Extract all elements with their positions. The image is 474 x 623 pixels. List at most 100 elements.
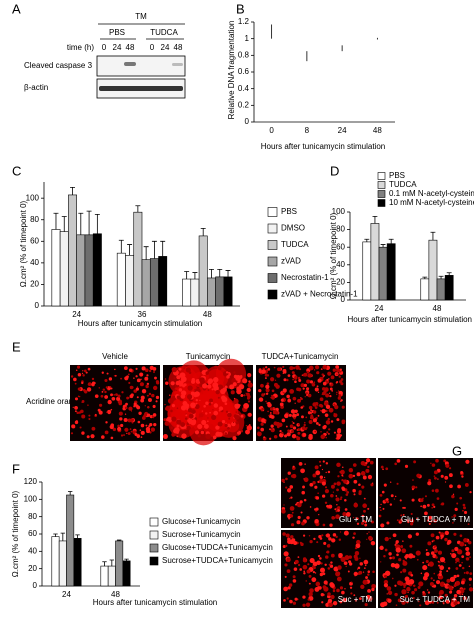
- cell: [318, 513, 320, 516]
- cell: [188, 413, 194, 419]
- cell: [140, 398, 145, 403]
- cell: [285, 486, 288, 489]
- cell: [292, 579, 297, 583]
- cell: [126, 432, 128, 435]
- cell: [451, 494, 455, 499]
- cell: [88, 414, 91, 417]
- cell: [209, 398, 213, 403]
- image-label: Suc + TUDCA + TM: [400, 595, 471, 604]
- cell: [395, 604, 398, 607]
- cell: [404, 555, 408, 559]
- cell: [437, 478, 439, 480]
- cell: [328, 392, 331, 394]
- error-bar: [124, 558, 129, 561]
- cell: [221, 395, 226, 401]
- cell: [316, 541, 319, 544]
- cell: [399, 518, 403, 523]
- x-tick-label: 8: [305, 126, 310, 135]
- cell: [121, 391, 124, 394]
- panel-label: D: [330, 163, 339, 178]
- cell: [148, 425, 151, 428]
- error-bar: [143, 246, 149, 260]
- cell: [345, 493, 349, 496]
- cell: [436, 497, 440, 500]
- cell: [196, 405, 200, 409]
- cell: [300, 542, 304, 547]
- cell: [271, 395, 275, 400]
- cell: [171, 416, 177, 422]
- cell: [75, 369, 78, 371]
- cell: [314, 365, 320, 370]
- cell: [287, 537, 291, 541]
- cell: [127, 418, 132, 423]
- cell: [206, 420, 209, 423]
- cell: [287, 398, 292, 403]
- bar: [66, 494, 75, 587]
- cell: [248, 423, 251, 426]
- cell: [328, 602, 333, 608]
- cell: [433, 470, 438, 475]
- cell: [341, 590, 345, 595]
- cell: [267, 368, 271, 371]
- cell: [404, 594, 409, 599]
- cell: [263, 436, 266, 439]
- cell: [319, 464, 322, 467]
- cell: [130, 430, 133, 433]
- cell: [446, 570, 449, 573]
- cell: [201, 419, 207, 425]
- cell: [224, 432, 228, 435]
- cell: [439, 565, 445, 571]
- cell: [365, 461, 368, 465]
- cell: [312, 481, 316, 485]
- cell: [424, 495, 427, 498]
- error-bar: [184, 271, 190, 280]
- cell: [335, 514, 340, 520]
- cell: [164, 378, 167, 380]
- cell: [321, 601, 324, 604]
- cell: [314, 387, 319, 392]
- x-tick-label: 0: [269, 126, 274, 135]
- cell: [424, 600, 430, 606]
- cell: [203, 404, 206, 408]
- cell: [318, 460, 322, 463]
- cell: [180, 422, 186, 428]
- cell: [337, 565, 342, 570]
- cell: [348, 560, 352, 564]
- error-bar: [208, 268, 214, 278]
- cell: [118, 411, 123, 416]
- cell: [124, 413, 127, 415]
- cell: [434, 549, 438, 553]
- cell: [315, 496, 320, 500]
- cell: [292, 422, 295, 425]
- cell: [129, 428, 132, 431]
- cell: [469, 572, 473, 575]
- cell: [283, 504, 285, 506]
- cell: [140, 430, 145, 435]
- cell: [358, 490, 362, 494]
- cell: [145, 426, 151, 432]
- cell: [353, 554, 358, 559]
- cell: [384, 548, 388, 552]
- cell: [309, 588, 314, 593]
- cell: [78, 373, 80, 375]
- cell: [123, 366, 128, 371]
- cell: [451, 552, 457, 559]
- cell: [102, 388, 106, 391]
- cell: [353, 502, 359, 508]
- cell: [305, 580, 307, 582]
- cell: [323, 586, 329, 592]
- cell: [330, 594, 335, 600]
- cell: [452, 521, 454, 524]
- cell: [382, 601, 388, 607]
- bar: [223, 276, 233, 307]
- cell: [389, 481, 392, 483]
- legend-swatch: [377, 199, 386, 207]
- legend-swatch: [267, 207, 278, 217]
- bar: [370, 223, 380, 301]
- cell: [321, 534, 324, 537]
- cell: [338, 394, 342, 397]
- cell: [330, 553, 335, 558]
- cell: [207, 384, 212, 389]
- cell: [333, 431, 336, 434]
- cell: [407, 591, 409, 594]
